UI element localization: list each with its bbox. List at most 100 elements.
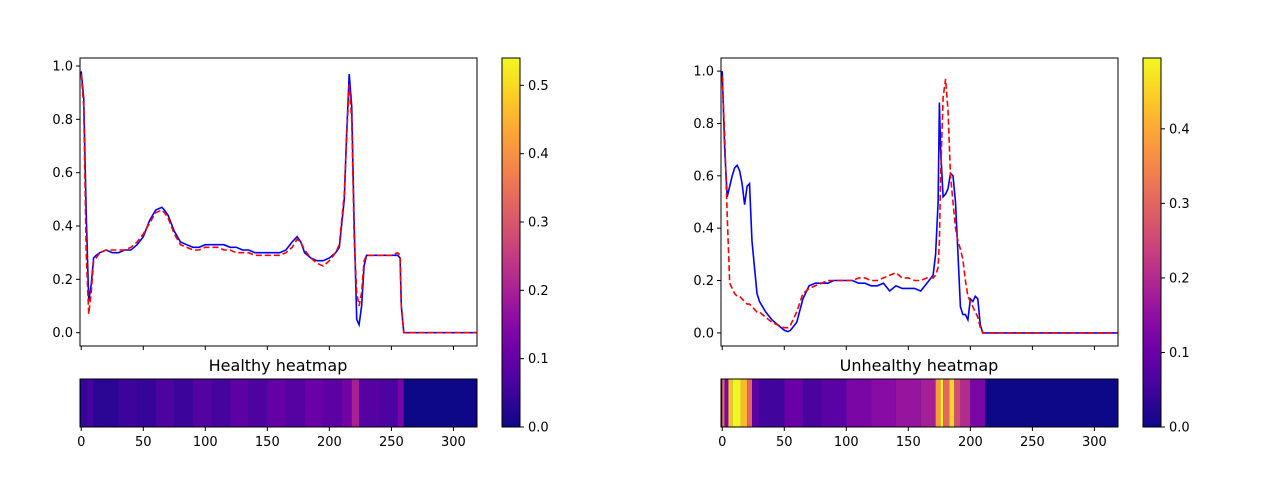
healthy-heatmap-x-tick-label: 200 — [317, 435, 342, 450]
unhealthy-heatmap-x-tick-label: 150 — [896, 435, 921, 450]
unhealthy-series-2-line — [721, 76, 1118, 334]
unhealthy-heatmap-cell — [949, 379, 955, 427]
unhealthy-colorbar-tick-label: 0.4 — [1169, 122, 1190, 137]
healthy-heatmap-x-tick-label: 50 — [135, 435, 152, 450]
healthy-heatmap-cell — [285, 379, 305, 427]
unhealthy-heatmap-x-axis: 0 50 100 150 200 250 300 — [718, 427, 1107, 450]
unhealthy-heatmap-cell — [970, 379, 986, 427]
healthy-heatmap-cell — [211, 379, 231, 427]
unhealthy-y-tick-label: 0.2 — [693, 274, 714, 289]
healthy-heatmap-cell — [397, 379, 404, 427]
healthy-heatmap-cell — [137, 379, 156, 427]
healthy-heatmap-cell — [118, 379, 138, 427]
unhealthy-heatmap-cell — [960, 379, 971, 427]
unhealthy-y-tick-label: 0.0 — [693, 326, 714, 341]
unhealthy-heatmap-x-tick-label: 100 — [834, 435, 859, 450]
healthy-colorbar-tick-label: 0.4 — [528, 147, 549, 162]
healthy-heatmap-cell — [341, 379, 352, 427]
unhealthy-heatmap-cell — [732, 379, 741, 427]
unhealthy-heatmap-x-tick-label: 300 — [1082, 435, 1107, 450]
healthy-colorbar: 0.0 0.1 0.2 0.3 0.4 0.5 — [501, 57, 549, 436]
unhealthy-heatmap-x-tick-label: 250 — [1020, 435, 1045, 450]
healthy-plot-frame — [79, 57, 478, 347]
unhealthy-heatmap-cell — [846, 379, 872, 427]
unhealthy-y-tick-label: 0.4 — [693, 222, 714, 237]
healthy-heatmap-x-tick-label: 250 — [379, 435, 404, 450]
healthy-line-panel: 0.0 0.2 0.4 0.6 0.8 1.0 — [52, 57, 478, 350]
unhealthy-colorbar-tick-label: 0.1 — [1169, 346, 1190, 361]
healthy-heatmap-cell — [174, 379, 193, 427]
healthy-heatmap-cell — [248, 379, 268, 427]
healthy-colorbar-tick-label: 0.0 — [528, 421, 549, 436]
unhealthy-heatmap-cell — [920, 379, 936, 427]
healthy-heatmap-cell — [87, 379, 94, 427]
healthy-colorbar-tick-label: 0.2 — [528, 284, 549, 299]
unhealthy-y-tick-label: 1.0 — [693, 65, 714, 80]
unhealthy-heatmap-cell — [722, 379, 725, 427]
unhealthy-colorbar-ticks: 0.0 0.1 0.2 0.3 0.4 — [1161, 122, 1190, 436]
healthy-heatmap-frame — [79, 378, 478, 428]
unhealthy-heatmap-cell — [752, 379, 760, 427]
healthy-heatmap-x-tick-label: 0 — [77, 435, 85, 450]
unhealthy-colorbar-frame — [1142, 57, 1162, 428]
unhealthy-colorbar-tick-label: 0.2 — [1169, 271, 1190, 286]
unhealthy-heatmap-cell — [935, 379, 941, 427]
unhealthy-heatmap-cell — [784, 379, 803, 427]
healthy-colorbar-frame — [501, 57, 521, 428]
unhealthy-colorbar-tick-label: 0.3 — [1169, 197, 1190, 212]
healthy-colorbar-tick-label: 0.5 — [528, 79, 549, 94]
healthy-heatmap-panel: Healthy heatmap 0 50 100 150 200 250 300 — [77, 356, 478, 450]
unhealthy-series-group — [721, 71, 1118, 334]
healthy-heatmap-x-tick-label: 150 — [255, 435, 280, 450]
healthy-heatmap-x-axis: 0 50 100 150 200 250 300 — [77, 427, 466, 450]
healthy-heatmap-cell — [304, 379, 324, 427]
healthy-heatmap-cell — [93, 379, 119, 427]
healthy-heatmap-cell — [379, 379, 398, 427]
healthy-y-tick-label: 1.0 — [52, 60, 73, 75]
unhealthy-heatmap-cell — [895, 379, 921, 427]
unhealthy-heatmap-x-tick-label: 50 — [776, 435, 793, 450]
healthy-y-tick-label: 0.8 — [52, 113, 73, 128]
unhealthy-heatmap-cell — [943, 379, 950, 427]
unhealthy-heatmap-cell — [728, 379, 733, 427]
healthy-y-axis: 0.0 0.2 0.4 0.6 0.8 1.0 — [52, 60, 80, 341]
healthy-heatmap-cell — [403, 379, 477, 427]
healthy-colorbar-tick-label: 0.3 — [528, 216, 549, 231]
unhealthy-colorbar-gradient — [1143, 58, 1161, 427]
healthy-y-tick-label: 0.0 — [52, 326, 73, 341]
unhealthy-heatmap-cell — [747, 379, 753, 427]
healthy-colorbar-gradient — [502, 58, 520, 427]
unhealthy-colorbar: 0.0 0.1 0.2 0.3 0.4 — [1142, 57, 1190, 436]
healthy-y-tick-label: 0.2 — [52, 273, 73, 288]
healthy-heatmap-cells — [80, 379, 477, 427]
healthy-heatmap-cell — [230, 379, 249, 427]
unhealthy-heatmap-panel: Unhealthy heatmap 0 50 100 150 200 250 300 — [718, 356, 1119, 450]
unhealthy-y-axis: 0.0 0.2 0.4 0.6 0.8 1.0 — [693, 65, 721, 341]
unhealthy-x-axis — [721, 346, 1095, 350]
unhealthy-heatmap-cell — [802, 379, 822, 427]
healthy-y-tick-label: 0.4 — [52, 220, 73, 235]
healthy-heatmap-title: Healthy heatmap — [209, 356, 348, 375]
healthy-heatmap-cell — [267, 379, 286, 427]
unhealthy-heatmap-cell — [954, 379, 961, 427]
healthy-y-tick-label: 0.6 — [52, 166, 73, 181]
unhealthy-y-tick-label: 0.6 — [693, 169, 714, 184]
unhealthy-heatmap-x-tick-label: 0 — [718, 435, 726, 450]
unhealthy-heatmap-cell — [985, 379, 1118, 427]
healthy-series-2-line — [80, 73, 477, 334]
unhealthy-colorbar-tick-label: 0.0 — [1169, 421, 1190, 436]
unhealthy-heatmap-cell — [940, 379, 944, 427]
healthy-heatmap-cell — [359, 379, 379, 427]
unhealthy-heatmap-cell — [724, 379, 729, 427]
unhealthy-heatmap-title: Unhealthy heatmap — [840, 356, 999, 375]
unhealthy-heatmap-cell — [759, 379, 785, 427]
unhealthy-heatmap-frame — [720, 378, 1119, 428]
healthy-heatmap-cell — [155, 379, 175, 427]
unhealthy-heatmap-x-tick-label: 200 — [958, 435, 983, 450]
healthy-colorbar-tick-label: 0.1 — [528, 352, 549, 367]
unhealthy-heatmap-cell — [740, 379, 748, 427]
healthy-colorbar-ticks: 0.0 0.1 0.2 0.3 0.4 0.5 — [520, 79, 549, 436]
unhealthy-y-tick-label: 0.8 — [693, 117, 714, 132]
healthy-heatmap-cell — [351, 379, 360, 427]
